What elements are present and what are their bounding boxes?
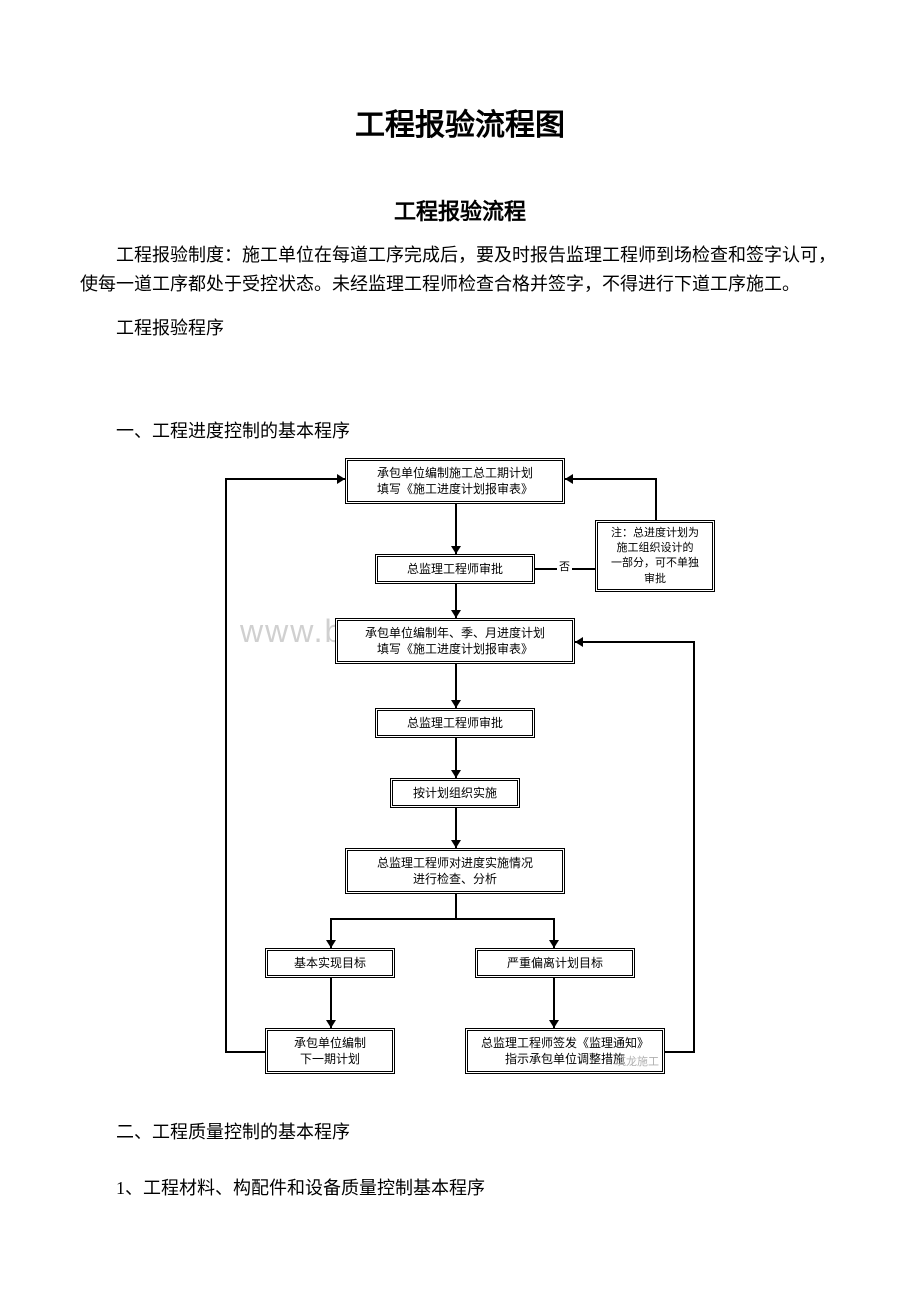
arrow-down-icon bbox=[451, 840, 461, 848]
edge-label-no: 否 bbox=[557, 558, 572, 574]
spacer bbox=[80, 357, 840, 387]
edge bbox=[225, 478, 345, 480]
flownode-n7a: 基本实现目标 bbox=[265, 948, 395, 978]
flownode-n7b: 严重偏离计划目标 bbox=[475, 948, 635, 978]
edge bbox=[225, 478, 227, 1053]
flownode-note: 注：总进度计划为施工组织设计的一部分，可不单独审批 bbox=[595, 520, 715, 592]
arrow-down-icon bbox=[451, 546, 461, 554]
edge bbox=[655, 478, 657, 520]
arrow-down-icon bbox=[549, 1020, 559, 1028]
edge bbox=[455, 894, 457, 918]
page-title: 工程报验流程图 bbox=[80, 100, 840, 144]
edge bbox=[575, 641, 695, 643]
sub-paragraph: 工程报验程序 bbox=[80, 314, 840, 343]
flownode-n3: 承包单位编制年、季、月进度计划填写《施工进度计划报审表》 bbox=[335, 618, 575, 664]
section2-item1: 1、工程材料、构配件和设备质量控制基本程序 bbox=[80, 1174, 840, 1200]
flownode-n2: 总监理工程师审批 bbox=[375, 554, 535, 584]
arrow-down-icon bbox=[326, 1020, 336, 1028]
flownode-n1: 承包单位编制施工总工期计划填写《施工进度计划报审表》 bbox=[345, 458, 565, 504]
flownode-n8a: 承包单位编制下一期计划 bbox=[265, 1028, 395, 1074]
progress-control-flowchart: www.bdocx.com 承包单位编制施工总工期计划填写《施工进度计划报审表》… bbox=[195, 458, 725, 1088]
arrow-left-icon bbox=[575, 637, 583, 647]
edge bbox=[693, 641, 695, 1053]
flownode-n5: 按计划组织实施 bbox=[390, 778, 520, 808]
arrow-down-icon bbox=[549, 940, 559, 948]
edge bbox=[665, 1051, 695, 1053]
section1-heading: 一、工程进度控制的基本程序 bbox=[80, 417, 840, 443]
arrow-down-icon bbox=[451, 610, 461, 618]
edge bbox=[225, 1051, 265, 1053]
section2-heading: 二、工程质量控制的基本程序 bbox=[80, 1118, 840, 1144]
flownode-n4: 总监理工程师审批 bbox=[375, 708, 535, 738]
flownode-n8b: 总监理工程师签发《监理通知》指示承包单位调整措施 bbox=[465, 1028, 665, 1074]
arrow-right-icon bbox=[337, 474, 345, 484]
arrow-down-icon bbox=[326, 940, 336, 948]
edge bbox=[565, 478, 657, 480]
arrow-left-icon bbox=[565, 474, 573, 484]
arrow-down-icon bbox=[451, 770, 461, 778]
arrow-down-icon bbox=[451, 700, 461, 708]
page-subtitle: 工程报验流程 bbox=[80, 194, 840, 226]
flownode-n6: 总监理工程师对进度实施情况进行检查、分析 bbox=[345, 848, 565, 894]
intro-paragraph: 工程报验制度：施工单位在每道工序完成后，要及时报告监理工程师到场检查和签字认可，… bbox=[80, 241, 840, 299]
edge bbox=[330, 918, 555, 920]
